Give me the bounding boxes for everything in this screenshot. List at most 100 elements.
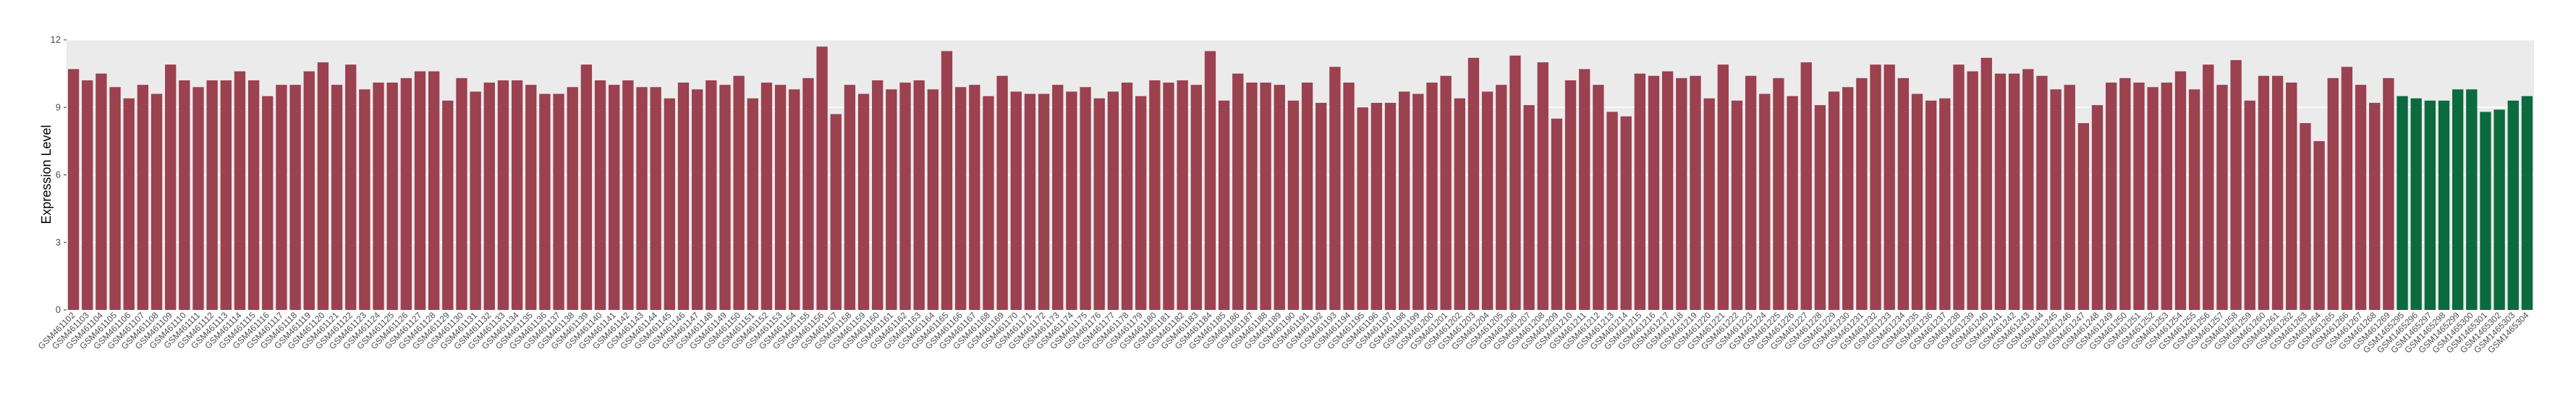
bar (2091, 105, 2103, 310)
bar (2022, 69, 2034, 311)
bar (2050, 89, 2062, 310)
bar (1870, 64, 1881, 311)
bar (1606, 112, 1618, 310)
bar (1370, 103, 1383, 311)
bar (400, 77, 412, 310)
bar (1509, 55, 1521, 310)
bar (1731, 100, 1743, 311)
bar (109, 87, 121, 311)
bar (1745, 75, 1757, 310)
bar (983, 96, 994, 311)
bar (2355, 85, 2367, 311)
bar (2258, 75, 2270, 310)
bar (1773, 77, 1784, 310)
bar (1676, 77, 1687, 310)
y-tick-label: 0 (56, 304, 61, 315)
bar (2147, 87, 2158, 311)
bar (2300, 123, 2311, 310)
bar (234, 71, 246, 311)
bar (1759, 93, 1771, 310)
bar (2466, 89, 2478, 310)
y-tick-label: 6 (56, 169, 61, 180)
bar (1717, 64, 1729, 311)
bar (262, 96, 274, 311)
bar (2313, 140, 2325, 310)
bar (1204, 51, 1216, 311)
bar (123, 98, 135, 311)
bar (650, 87, 661, 311)
bar (1177, 80, 1188, 310)
bar (1967, 71, 1978, 311)
bar (428, 71, 440, 311)
bar (303, 71, 315, 311)
bar (511, 80, 523, 310)
bar (470, 91, 481, 310)
bar (1496, 85, 1507, 311)
bar (1620, 116, 1632, 310)
bar (1301, 83, 1313, 310)
bar (774, 85, 787, 311)
bar (2230, 59, 2242, 310)
bar (2064, 85, 2075, 311)
bar (1897, 77, 1910, 310)
bar (1648, 75, 1660, 310)
bar (2244, 100, 2255, 311)
bar (553, 93, 564, 310)
bar (539, 93, 551, 310)
bar (872, 80, 884, 310)
bar (913, 80, 925, 310)
bar (2133, 83, 2145, 310)
bar (67, 69, 80, 311)
bar (2494, 109, 2505, 310)
bar (1467, 57, 1480, 310)
bar (996, 75, 1008, 310)
bar (760, 83, 773, 310)
bar (2161, 83, 2172, 310)
bar (1814, 105, 1826, 310)
bar (1024, 93, 1036, 310)
bar (1440, 75, 1452, 310)
bar (317, 62, 329, 310)
bar (844, 85, 856, 311)
bar (1218, 100, 1230, 311)
bar (1135, 96, 1147, 311)
bar (1315, 103, 1327, 311)
bar (2480, 112, 2491, 310)
bar (96, 73, 107, 310)
bar (691, 89, 703, 310)
bar (276, 85, 287, 311)
bar (331, 85, 343, 311)
bar (2507, 100, 2519, 311)
bar (1093, 98, 1105, 311)
bar (1994, 73, 2007, 310)
y-tick-label: 3 (56, 237, 61, 248)
bar (1010, 91, 1022, 310)
bar (2383, 77, 2394, 310)
bar (789, 89, 800, 310)
bar (497, 80, 509, 310)
bar (137, 85, 149, 311)
bar (733, 75, 745, 310)
bar (1842, 87, 1854, 311)
bar (1232, 73, 1244, 310)
bar (2327, 77, 2339, 310)
bar (386, 83, 398, 310)
bar (1412, 93, 1424, 310)
bar (1980, 57, 1992, 310)
bar (830, 114, 842, 310)
bar (1925, 100, 1937, 311)
bar (2203, 64, 2214, 311)
bar (2188, 89, 2200, 310)
bar (1080, 87, 1091, 311)
bar (1634, 73, 1646, 310)
bar (2397, 96, 2408, 311)
bar (1939, 98, 1951, 311)
bar (969, 85, 980, 311)
bar (456, 77, 467, 310)
bar (1399, 91, 1410, 310)
bar (2452, 89, 2464, 310)
bar (2369, 103, 2381, 311)
bar (1426, 83, 1438, 310)
bar (206, 80, 218, 310)
bar (247, 80, 260, 310)
